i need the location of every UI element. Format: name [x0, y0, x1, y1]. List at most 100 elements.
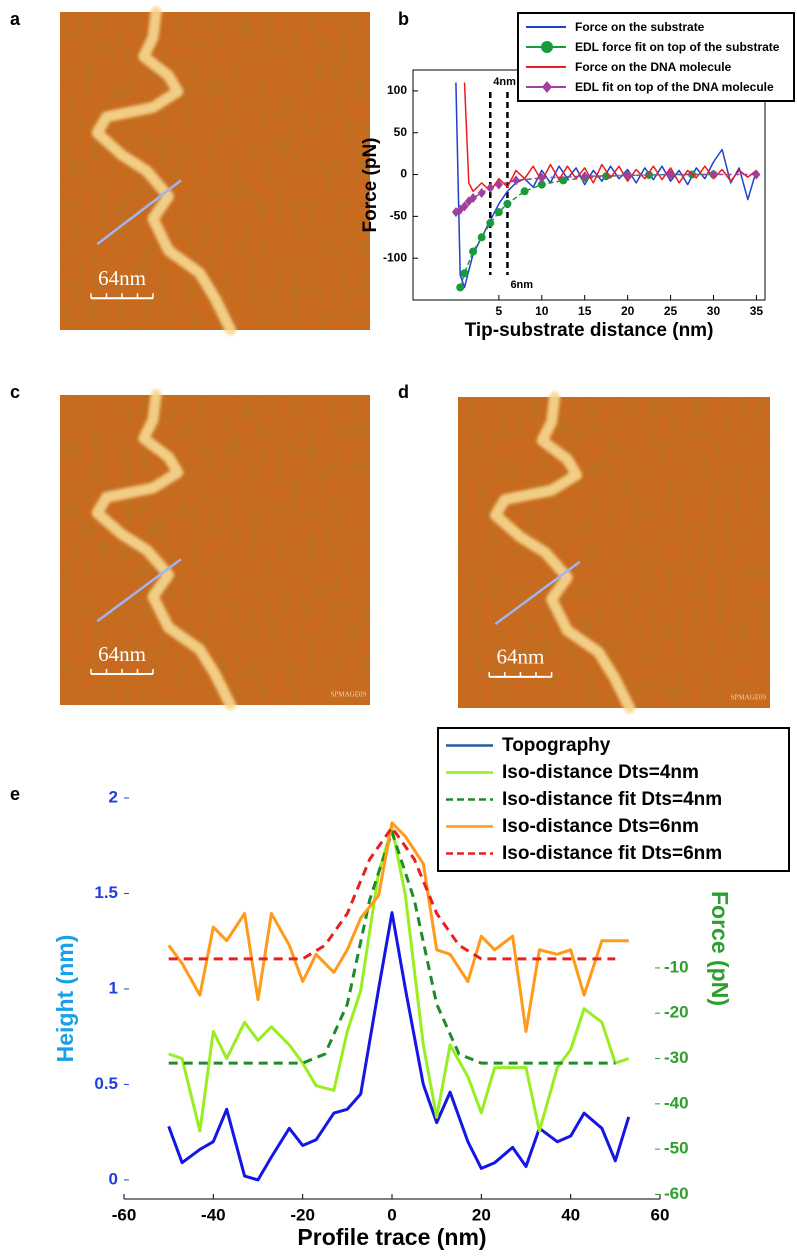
- marker: [580, 171, 589, 182]
- marker: [477, 233, 486, 242]
- legend-item: EDL fit on top of the DNA molecule: [523, 77, 789, 97]
- marker: [494, 208, 503, 217]
- x-tick-label: -40: [201, 1205, 226, 1224]
- scale-label: 64nm: [98, 266, 146, 290]
- marker: [520, 187, 529, 196]
- legend-swatch: [446, 798, 493, 801]
- marker: [456, 283, 465, 292]
- y-tick-label: 0: [400, 167, 407, 181]
- legend-swatch: [446, 852, 493, 855]
- y-tick-label: 1.5: [94, 883, 118, 902]
- marker: [503, 199, 512, 208]
- y-tick-label: 0.5: [94, 1074, 118, 1093]
- marker: [666, 169, 675, 180]
- panel-label: b: [398, 9, 409, 29]
- dna-strand: [91, 6, 236, 336]
- annotation-label: 4nm: [493, 76, 516, 88]
- marker: [486, 182, 495, 193]
- y-tick-label: 50: [394, 125, 408, 139]
- x-tick-label: 20: [621, 304, 635, 318]
- legend-label: Force on the DNA molecule: [575, 60, 732, 74]
- legend-marker: [541, 41, 553, 53]
- x-tick-label: 20: [472, 1205, 491, 1224]
- marker: [512, 175, 521, 186]
- panel-label: a: [10, 9, 21, 29]
- legend-item: Iso-distance fit Dts=6nm: [443, 840, 784, 867]
- y-axis-label: Height (nm): [52, 935, 78, 1063]
- y2-tick-label: -10: [664, 957, 689, 976]
- series-line: [168, 830, 616, 1065]
- y2-axis-label: Force (pN): [707, 891, 733, 1006]
- legend-label: Iso-distance Dts=6nm: [502, 815, 699, 837]
- y2-tick-label: -60: [664, 1184, 689, 1203]
- legend-label: EDL force fit on top of the substrate: [575, 40, 780, 54]
- series-line: [459, 173, 714, 288]
- legend-label: Iso-distance fit Dts=4nm: [502, 788, 723, 810]
- x-tick-label: 40: [561, 1205, 580, 1224]
- marker: [494, 179, 503, 190]
- marker: [559, 176, 568, 185]
- marker: [537, 180, 546, 189]
- legend-item: Iso-distance fit Dts=4nm: [443, 786, 784, 813]
- marker: [486, 219, 495, 228]
- legend-item: Force on the substrate: [523, 17, 789, 37]
- legend-swatch: [446, 771, 493, 774]
- y-tick-label: 2: [109, 787, 118, 806]
- marker: [460, 269, 469, 278]
- marker: [623, 170, 632, 181]
- profile-line: [96, 558, 182, 623]
- legend-marker: [542, 81, 552, 93]
- watermark: SPMAGE09: [731, 694, 767, 702]
- watermark: SPMAGE09: [331, 691, 367, 699]
- legend-item: Iso-distance Dts=4nm: [443, 759, 784, 786]
- marker: [537, 172, 546, 183]
- panel-label: e: [10, 784, 20, 804]
- legend-swatch: [446, 744, 493, 747]
- x-tick-label: 0: [387, 1205, 396, 1224]
- series-line: [168, 826, 616, 961]
- afm-texture: [60, 12, 370, 330]
- x-tick-label: -60: [112, 1205, 137, 1224]
- x-tick-label: 60: [651, 1205, 670, 1224]
- legend-swatch: [446, 825, 493, 828]
- panel-label: d: [398, 382, 409, 402]
- y-tick-label: -100: [383, 250, 407, 264]
- profile-line: [96, 179, 182, 246]
- marker: [477, 187, 486, 198]
- legend-label: Topography: [502, 734, 611, 756]
- y-tick-label: -50: [390, 209, 408, 223]
- legend-swatch: [526, 81, 566, 93]
- panel-label: c: [10, 382, 20, 402]
- dna-strand: [489, 391, 636, 714]
- x-tick-label: 15: [578, 304, 592, 318]
- y2-tick-label: -30: [664, 1048, 689, 1067]
- legend: Force on the substrate EDL force fit on t…: [517, 12, 795, 102]
- dna-strand: [91, 389, 236, 711]
- series-line: [167, 821, 629, 1033]
- marker: [469, 247, 478, 256]
- x-tick-label: -20: [290, 1205, 315, 1224]
- profile-line: [494, 560, 581, 626]
- x-tick-label: 10: [535, 304, 549, 318]
- annotation-label: 6nm: [510, 279, 533, 291]
- legend-swatch: [526, 26, 566, 28]
- legend: Topography Iso-distance Dts=4nm Iso-distan…: [437, 727, 790, 872]
- x-tick-label: 25: [664, 304, 678, 318]
- y-tick-label: 0: [109, 1169, 118, 1188]
- series-line: [167, 911, 631, 1182]
- x-axis-label: Tip-substrate distance (nm): [465, 320, 714, 341]
- marker: [709, 169, 718, 180]
- legend-item: EDL force fit on top of the substrate: [523, 37, 789, 57]
- legend-item: Iso-distance Dts=6nm: [443, 813, 784, 840]
- scale-label: 64nm: [496, 645, 544, 669]
- x-axis-label: Profile trace (nm): [297, 1224, 486, 1250]
- y-tick-label: 100: [387, 83, 407, 97]
- x-tick-label: 35: [750, 304, 764, 318]
- afm-texture: [60, 395, 370, 705]
- x-tick-label: 5: [496, 304, 503, 318]
- marker: [469, 192, 478, 203]
- y2-tick-label: -50: [664, 1139, 689, 1158]
- scale-label: 64nm: [98, 642, 146, 666]
